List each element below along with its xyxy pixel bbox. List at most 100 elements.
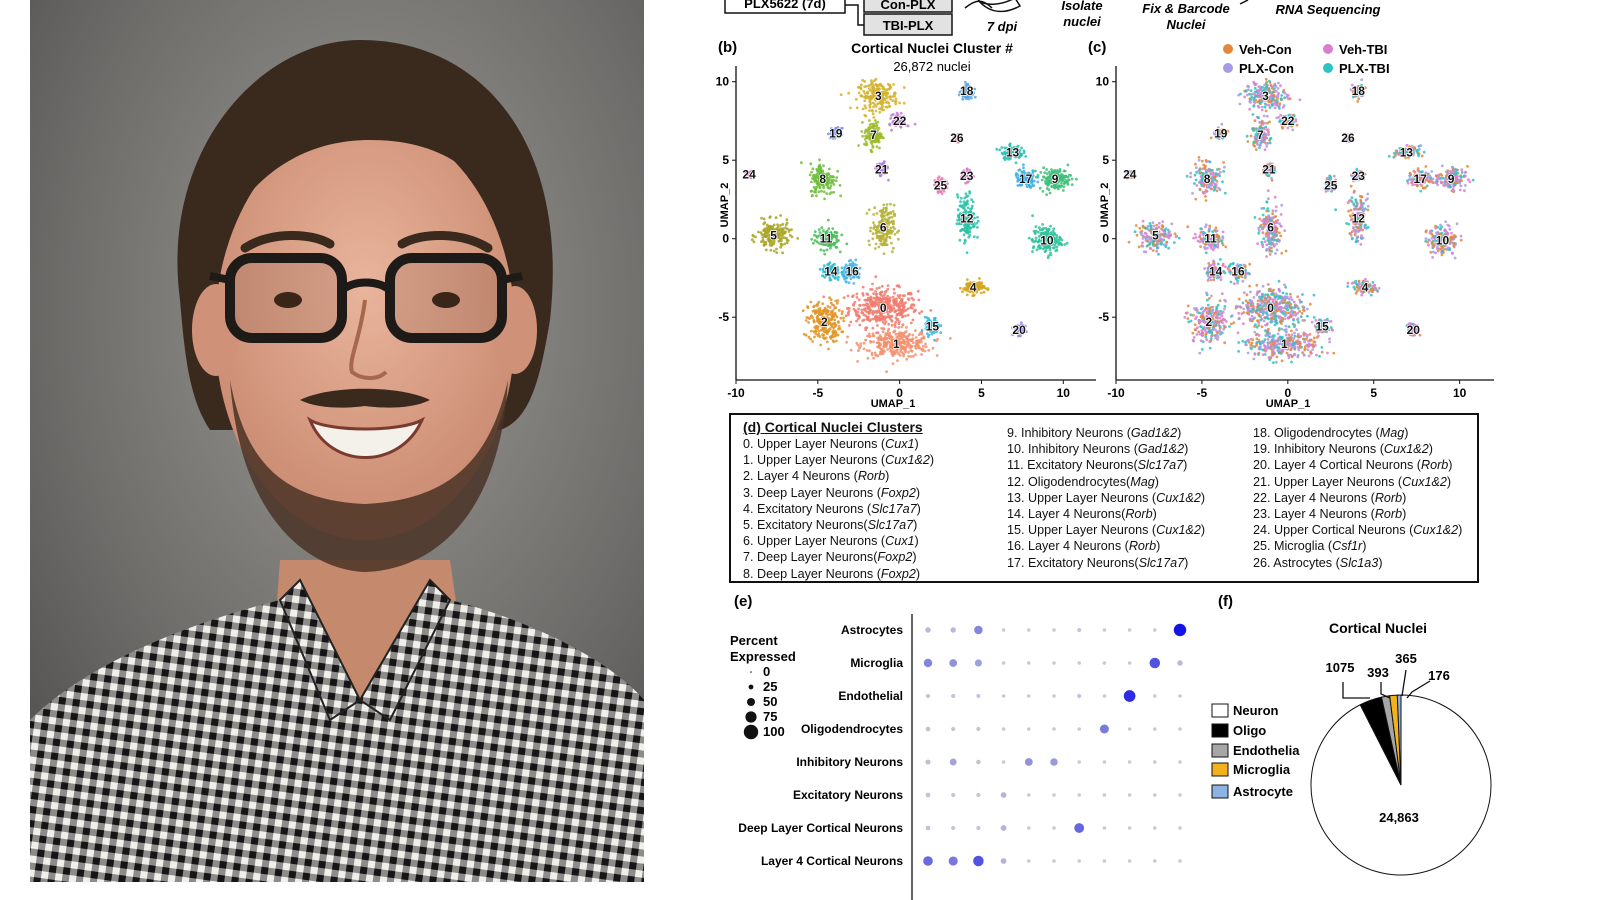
umap-point (1039, 171, 1043, 174)
umap-point (1290, 355, 1294, 359)
umap-point (1041, 247, 1045, 251)
umap-point (905, 336, 909, 340)
umap-point (871, 332, 875, 336)
umap-point (1045, 168, 1048, 171)
umap-point (1290, 344, 1294, 348)
umap-point (920, 329, 924, 332)
umap-point (883, 318, 886, 321)
umap-point (890, 307, 894, 311)
umap-point (1200, 348, 1204, 351)
umap-point (830, 303, 834, 306)
umap-point (1259, 307, 1263, 310)
umap-point (877, 297, 880, 301)
umap-point (914, 336, 918, 339)
umap-point (874, 99, 877, 102)
umap-point (878, 110, 882, 114)
umap-point (879, 308, 882, 311)
umap-point (973, 95, 977, 99)
umap-point (763, 242, 767, 246)
umap-point (835, 176, 839, 179)
umap-point (790, 228, 793, 232)
umap-point (959, 200, 962, 204)
umap-point (1284, 313, 1288, 316)
umap-point (823, 306, 827, 310)
umap-point (1253, 101, 1257, 104)
umap-point (1281, 301, 1285, 304)
umap-point (860, 130, 864, 133)
umap-point (840, 266, 844, 270)
umap-point (884, 289, 888, 293)
umap-point (1280, 322, 1283, 325)
umap-point (885, 310, 889, 314)
umap-point (878, 350, 882, 354)
umap-point (893, 298, 896, 301)
umap-point (1273, 352, 1276, 355)
umap-point (1254, 94, 1258, 98)
umap-point (1067, 178, 1071, 182)
umap-point (872, 132, 876, 136)
legend-plx-con: PLX-Con (1239, 61, 1294, 76)
umap-point (1204, 335, 1208, 339)
umap-point (777, 228, 781, 232)
cluster-label-25: 25 (934, 178, 948, 192)
umap-point (865, 326, 869, 330)
umap-point (1350, 281, 1354, 285)
umap-point (885, 96, 889, 100)
umap-point (856, 317, 860, 321)
umap-point (1242, 291, 1246, 295)
umap-point (882, 93, 885, 97)
umap-point (885, 342, 889, 346)
umap-point (1031, 250, 1034, 254)
umap-point (1273, 82, 1277, 86)
umap-point (1213, 321, 1217, 325)
umap-point (976, 216, 979, 219)
umap-point (900, 336, 904, 340)
umap-point (880, 214, 884, 218)
umap-point (1000, 146, 1004, 149)
umap-point (883, 349, 886, 353)
umap-point (827, 347, 830, 351)
umap-point (1022, 149, 1026, 153)
umap-point (885, 105, 889, 109)
umap-point (1273, 100, 1277, 104)
umap-point (1308, 333, 1312, 336)
x-tick-label: -5 (812, 386, 823, 400)
umap-point (1192, 336, 1196, 339)
umap-point (892, 212, 896, 216)
umap-point (892, 287, 896, 291)
umap-point (815, 180, 819, 184)
umap-point (777, 239, 781, 243)
umap-point (1204, 306, 1208, 310)
cluster-label-26: 26 (950, 131, 964, 145)
umap-point (1238, 102, 1242, 106)
umap-point (1301, 293, 1304, 296)
umap-point (879, 224, 883, 228)
umap-point (893, 227, 896, 231)
umap-point (1252, 80, 1256, 84)
umap-point (893, 291, 896, 295)
umap-point (876, 324, 879, 327)
umap-point (894, 102, 897, 106)
cluster-label-0: 0 (880, 301, 887, 315)
umap-point (920, 353, 923, 356)
umap-point (1041, 190, 1045, 193)
umap-point (881, 85, 885, 89)
umap-point (1269, 356, 1272, 360)
umap-point (1271, 292, 1274, 296)
umap-point (886, 348, 889, 351)
umap-point (814, 329, 818, 333)
umap-point (849, 320, 853, 324)
umap-point (1302, 353, 1306, 357)
umap-point (1240, 312, 1244, 315)
umap-point (1318, 354, 1321, 358)
umap-point (833, 322, 837, 326)
umap-point (1256, 104, 1260, 108)
umap-point (902, 86, 906, 89)
umap-point (901, 304, 904, 308)
umap-point (842, 319, 846, 323)
umap-point (887, 327, 891, 331)
umap-point (887, 322, 891, 326)
umap-point (886, 229, 890, 233)
umap-point (1208, 346, 1212, 350)
cluster-label-18: 18 (960, 84, 974, 98)
